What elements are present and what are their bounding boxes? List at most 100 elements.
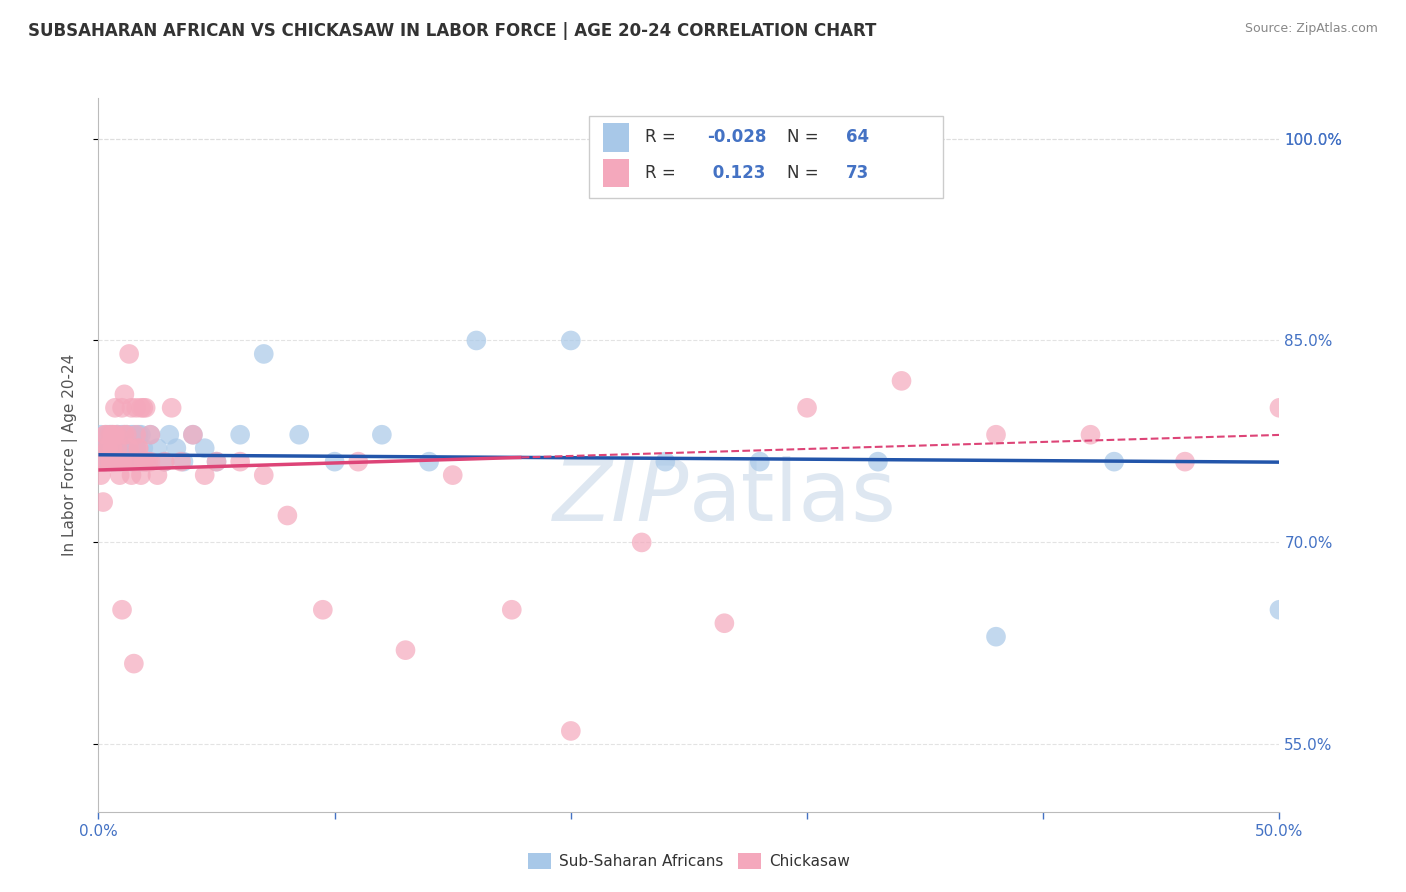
Point [112,387,135,401]
Point [101,441,124,455]
Point [94,427,117,442]
Point [128,441,150,455]
Point [205,455,228,469]
Point [91,495,114,509]
Point [121,427,143,442]
Point [713,616,735,631]
Point [94,455,117,469]
Point [129,427,152,442]
Point [97,441,120,455]
Point [104,401,127,415]
Point [104,441,127,455]
Point [122,657,145,671]
Point [748,455,770,469]
Point [160,401,183,415]
Legend: Sub-Saharan Africans, Chickasaw: Sub-Saharan Africans, Chickasaw [522,847,856,875]
Point [1268,401,1291,415]
Point [146,468,169,483]
Point [276,508,298,523]
Point [94,455,117,469]
Point [97,427,120,442]
Point [654,455,676,469]
Point [112,455,135,469]
Point [153,455,176,469]
Bar [603,159,628,187]
Point [229,455,252,469]
Point [139,427,162,442]
Text: R =: R = [645,128,682,146]
Point [98,441,121,455]
Point [118,441,141,455]
Point [101,427,124,442]
Point [135,401,157,415]
Text: Source: ZipAtlas.com: Source: ZipAtlas.com [1244,22,1378,36]
Point [132,441,155,455]
Point [115,455,138,469]
Point [101,455,124,469]
Point [122,455,145,469]
Point [125,401,148,415]
Point [170,455,193,469]
Point [172,455,194,469]
Point [165,441,187,455]
Text: atlas: atlas [689,456,897,540]
Text: ZIP: ZIP [553,456,689,540]
Point [465,334,488,348]
Point [101,441,124,455]
Point [1198,831,1220,846]
Point [104,455,127,469]
Point [121,455,143,469]
Point [91,441,114,455]
Text: N =: N = [787,128,824,146]
Point [91,455,114,469]
Point [105,427,128,442]
Point [194,468,217,483]
Point [132,401,155,415]
Point [111,455,134,469]
Point [371,427,394,442]
Point [146,441,169,455]
Point [560,334,582,348]
Point [253,347,276,361]
Text: 64: 64 [846,128,869,146]
Point [108,455,131,469]
Point [630,535,652,549]
Text: -0.028: -0.028 [707,128,766,146]
Point [111,441,134,455]
Point [312,603,335,617]
Point [501,603,523,617]
Text: 0.123: 0.123 [707,164,765,182]
Point [128,427,150,442]
FancyBboxPatch shape [589,116,943,198]
Point [125,427,148,442]
Point [253,468,276,483]
Point [1102,455,1125,469]
Point [181,427,204,442]
Point [135,455,157,469]
Point [91,441,114,455]
Point [105,441,128,455]
Point [394,643,416,657]
Point [796,401,818,415]
Point [98,455,121,469]
Point [98,455,121,469]
Point [125,441,148,455]
Point [115,427,138,442]
Point [94,455,117,469]
Point [111,455,134,469]
Point [111,401,134,415]
Point [90,427,112,442]
Text: R =: R = [645,164,682,182]
Point [157,427,180,442]
Point [121,468,143,483]
Point [984,427,1007,442]
Y-axis label: In Labor Force | Age 20-24: In Labor Force | Age 20-24 [62,354,77,556]
Point [98,455,121,469]
Point [128,455,150,469]
Point [984,630,1007,644]
Point [418,455,440,469]
Point [115,427,138,442]
Point [118,441,141,455]
Point [866,455,889,469]
Bar [603,123,628,152]
